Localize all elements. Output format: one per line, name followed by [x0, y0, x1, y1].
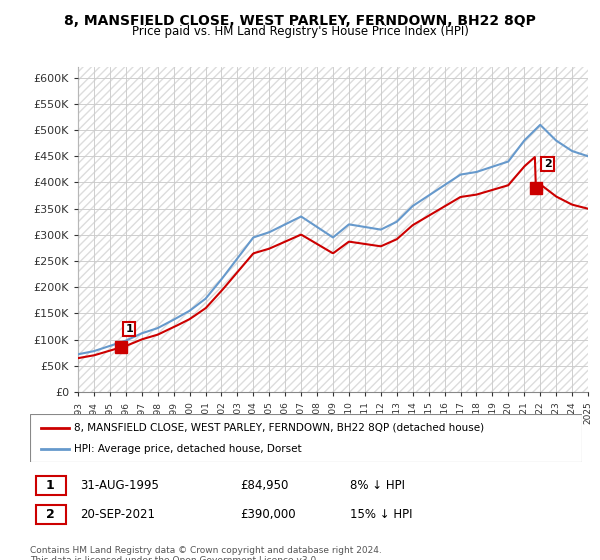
- Text: 31-AUG-1995: 31-AUG-1995: [80, 479, 158, 492]
- Text: 8, MANSFIELD CLOSE, WEST PARLEY, FERNDOWN, BH22 8QP (detached house): 8, MANSFIELD CLOSE, WEST PARLEY, FERNDOW…: [74, 423, 484, 433]
- Text: 2: 2: [544, 158, 551, 169]
- Text: HPI: Average price, detached house, Dorset: HPI: Average price, detached house, Dors…: [74, 444, 302, 454]
- Text: £390,000: £390,000: [240, 507, 295, 521]
- Text: 8% ↓ HPI: 8% ↓ HPI: [350, 479, 405, 492]
- Text: 8, MANSFIELD CLOSE, WEST PARLEY, FERNDOWN, BH22 8QP: 8, MANSFIELD CLOSE, WEST PARLEY, FERNDOW…: [64, 14, 536, 28]
- Text: 1: 1: [46, 479, 55, 492]
- Text: Price paid vs. HM Land Registry's House Price Index (HPI): Price paid vs. HM Land Registry's House …: [131, 25, 469, 38]
- Text: £84,950: £84,950: [240, 479, 288, 492]
- Text: 15% ↓ HPI: 15% ↓ HPI: [350, 507, 413, 521]
- Text: Contains HM Land Registry data © Crown copyright and database right 2024.
This d: Contains HM Land Registry data © Crown c…: [30, 546, 382, 560]
- Text: 20-SEP-2021: 20-SEP-2021: [80, 507, 155, 521]
- FancyBboxPatch shape: [35, 477, 66, 495]
- Text: 1: 1: [125, 324, 133, 334]
- FancyBboxPatch shape: [35, 505, 66, 524]
- FancyBboxPatch shape: [30, 414, 582, 462]
- Text: 2: 2: [46, 507, 55, 521]
